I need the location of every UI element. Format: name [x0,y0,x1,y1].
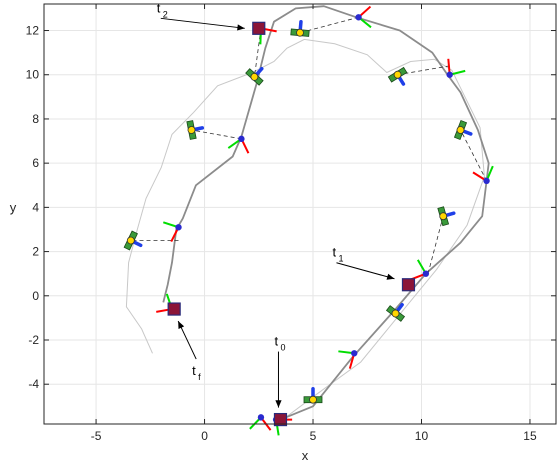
axes-frame [43,3,557,425]
keyframe-arrow [160,17,245,29]
y-tick-label: -4 [28,377,39,391]
landmark-center [456,126,465,134]
trajectories [125,5,490,421]
association-line [427,216,444,274]
pose-marker [422,270,430,277]
reference-trajectory [162,5,490,421]
pose-marker [257,414,265,421]
association-line [460,129,487,182]
robot-pose [355,5,372,29]
association-line [299,16,359,34]
robot-pose [472,165,494,185]
y-tick-label: 6 [32,156,39,170]
pose-marker [351,350,358,357]
keyframe-label-subscript: 2 [163,9,168,19]
plot-area [44,4,556,424]
x-tick-label: -5 [91,429,102,443]
y-tick-label: 8 [32,112,39,126]
keyframe-label: t [332,245,336,260]
landmark [453,120,473,140]
pose-marker [483,177,490,185]
y-tick-label: 12 [26,24,40,38]
landmark [303,386,323,404]
keyframe-arrow [336,262,395,280]
pose-marker [355,14,362,21]
keyframe-label: t [192,363,196,378]
robot-pose [446,58,466,78]
keyframe-arrowhead [275,400,282,408]
landmark-center [296,28,304,37]
x-axis-label: x [302,448,309,463]
y-tick-label: 10 [26,68,40,82]
landmark-center [187,126,196,134]
keyframe-marker [401,278,416,292]
landmark-center [126,236,135,245]
pose-marker [446,71,453,78]
y-axis-label: y [10,200,17,215]
keyframe-label: t [157,0,161,15]
y-tick-label: 4 [32,200,39,214]
keyframe-marker [273,412,288,427]
landmark [437,206,456,227]
x-tick-label: 5 [310,429,317,443]
x-tick-label: 10 [415,429,429,443]
landmark [290,19,310,37]
landmark-center [393,70,402,79]
keyframe-marker [167,302,181,316]
landmark [387,66,408,86]
landmark [186,120,205,140]
landmark-center [309,395,317,404]
landmark-center [391,309,400,318]
pose-marker [175,224,182,231]
keyframe-arrowhead [386,273,395,280]
landmark-center [250,73,259,81]
landmark [245,66,264,86]
keyframe-marker [252,21,266,35]
keyframes: t 0t 1t 2t f [157,0,416,427]
landmark-center [439,212,448,221]
association-line [191,129,242,140]
robot-pose [162,221,182,242]
landmarks [123,19,473,404]
keyframe-label-subscript: 1 [338,254,343,264]
y-tick-label: 2 [32,245,39,259]
keyframe-arrowhead [178,321,185,330]
robot-pose [227,135,250,154]
robot-pose [338,350,358,369]
pose-marker [238,135,245,143]
y-tick-label: 0 [32,289,39,303]
x-tick-label: 0 [201,429,208,443]
keyframe-label-subscript: f [198,372,201,382]
landmark [123,230,143,251]
keyframe-label: t [274,334,278,349]
keyframe-label-subscript: 0 [280,343,285,353]
noisy-trajectory [125,38,485,421]
x-tick-label: 15 [523,429,537,443]
landmark [385,302,406,322]
keyframe-arrowhead [237,24,245,31]
axes-border [43,3,557,425]
y-tick-label: -2 [28,333,39,347]
